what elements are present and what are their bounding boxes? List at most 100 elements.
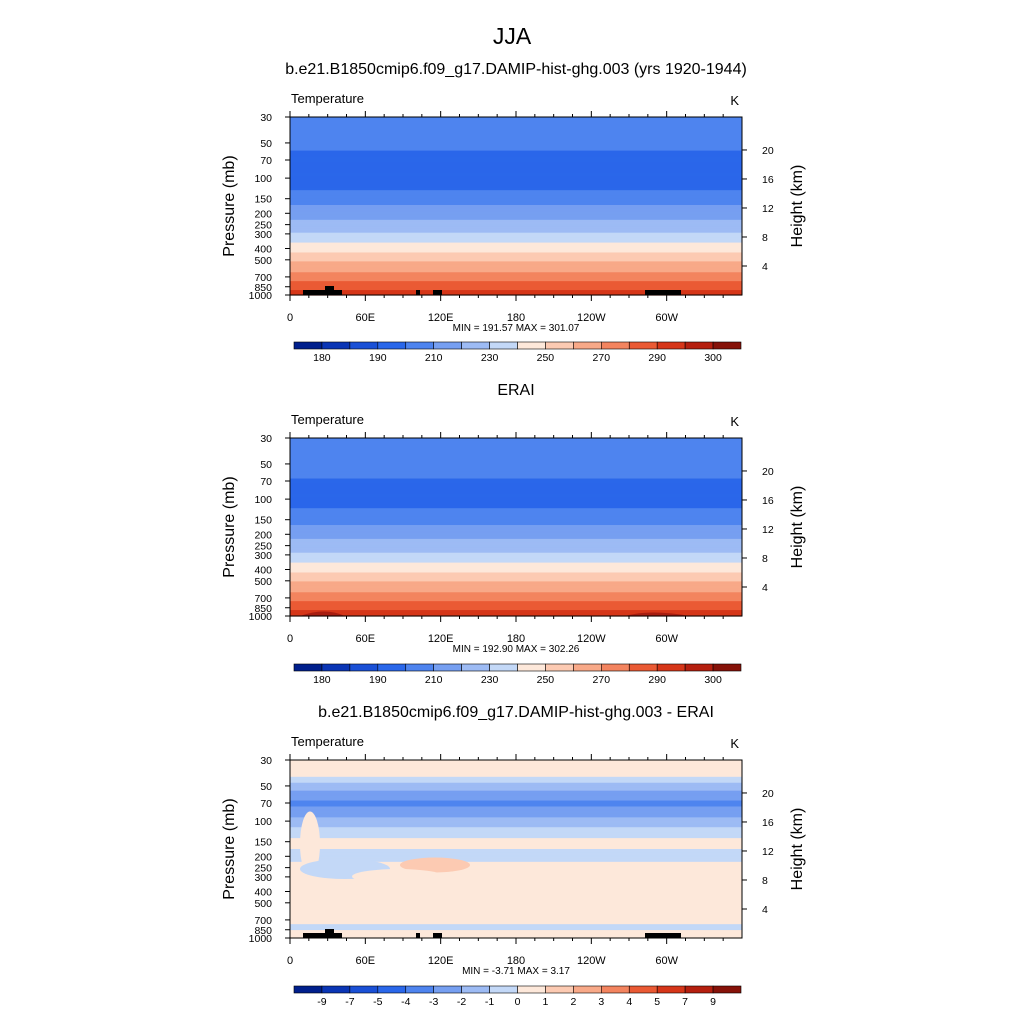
field-anomaly xyxy=(352,869,444,884)
field-band xyxy=(290,531,742,534)
field-band xyxy=(290,840,742,842)
field-band xyxy=(290,140,742,143)
colorbar-swatch xyxy=(712,663,742,672)
terrain-block xyxy=(334,933,342,938)
field-band xyxy=(290,444,742,447)
field-band xyxy=(290,761,742,764)
terrain-mask xyxy=(303,286,681,295)
field-band xyxy=(290,821,742,823)
colorbar-swatch xyxy=(684,341,714,350)
field-band xyxy=(290,564,742,567)
colorbar-swatch xyxy=(321,985,351,994)
field-band xyxy=(290,866,742,869)
field-band xyxy=(290,497,742,499)
field-band xyxy=(290,187,742,189)
field-band xyxy=(290,237,742,240)
field-band xyxy=(290,574,742,577)
field-band xyxy=(290,123,742,126)
field-band xyxy=(290,144,742,147)
field-band xyxy=(290,495,742,497)
field-band xyxy=(290,253,742,256)
field-band xyxy=(290,520,742,522)
field-band xyxy=(290,526,742,528)
field-band xyxy=(290,814,742,816)
field-band xyxy=(290,517,742,519)
field-band xyxy=(290,502,742,504)
field xyxy=(290,438,742,617)
field-band xyxy=(290,834,742,836)
field-band xyxy=(290,551,742,554)
field-band xyxy=(290,476,742,479)
field-band xyxy=(290,133,742,136)
field-band xyxy=(290,157,742,160)
field-band xyxy=(290,252,742,255)
field-band xyxy=(290,500,742,502)
field-band xyxy=(290,490,742,492)
field-band xyxy=(290,184,742,186)
field-band xyxy=(290,515,742,517)
field-band xyxy=(290,863,742,866)
field-band xyxy=(290,915,742,917)
colorbar-swatch xyxy=(349,663,379,672)
field-band xyxy=(290,869,742,872)
field-band xyxy=(290,524,742,526)
field-band xyxy=(290,916,742,918)
field-band xyxy=(290,488,742,491)
field-band xyxy=(290,176,742,178)
y-right-tick-label: 8 xyxy=(762,232,768,244)
y-tick-label: 150 xyxy=(254,515,272,527)
field-band xyxy=(290,934,742,936)
field-band xyxy=(290,874,742,877)
y-tick-label: 400 xyxy=(254,243,272,255)
field-band xyxy=(290,207,742,210)
field-band xyxy=(290,824,742,826)
y-tick-label: 30 xyxy=(260,755,272,767)
field-band xyxy=(290,521,742,523)
colorbar-label: 5 xyxy=(654,996,660,1008)
field-band xyxy=(290,581,742,583)
min-max-stats: MIN = 191.57 MAX = 301.07 xyxy=(453,323,580,334)
field-band xyxy=(290,199,742,201)
colorbar-swatch xyxy=(517,663,546,672)
field-band xyxy=(290,543,742,546)
field-band xyxy=(290,812,742,814)
field-band xyxy=(290,541,742,544)
field-band xyxy=(290,513,742,515)
field-band xyxy=(290,769,742,772)
field-band xyxy=(290,234,742,237)
field-band xyxy=(290,770,742,773)
field-band xyxy=(290,459,742,462)
field-band xyxy=(290,911,742,913)
field-band xyxy=(290,923,742,925)
colorbar-swatch xyxy=(601,663,630,672)
field-band xyxy=(290,614,742,616)
field-band xyxy=(290,865,742,868)
field-band xyxy=(290,858,742,861)
field-band xyxy=(290,245,742,248)
colorbar-swatch xyxy=(517,341,546,350)
field-band xyxy=(290,505,742,507)
colorbar-label: 270 xyxy=(593,352,611,364)
field-band xyxy=(290,117,742,119)
field-band xyxy=(290,873,742,876)
field-band xyxy=(290,875,742,878)
field-band xyxy=(290,774,742,777)
field-band xyxy=(290,914,742,916)
y-right-tick-label: 4 xyxy=(762,582,768,594)
terrain-block xyxy=(433,290,442,295)
field-band xyxy=(290,557,742,560)
field-band xyxy=(290,585,742,587)
colorbar-swatch xyxy=(349,341,379,350)
field-band xyxy=(290,278,742,280)
terrain-block xyxy=(433,933,442,938)
field-band xyxy=(290,886,742,889)
y-right-tick-label: 8 xyxy=(762,553,768,565)
field-band xyxy=(290,554,742,557)
field-band xyxy=(290,442,742,445)
y-right-tick-label: 12 xyxy=(762,524,774,536)
field-band xyxy=(290,493,742,495)
field-band xyxy=(290,846,742,848)
field-band xyxy=(290,281,742,283)
field-band xyxy=(290,119,742,122)
field-band xyxy=(290,273,742,275)
